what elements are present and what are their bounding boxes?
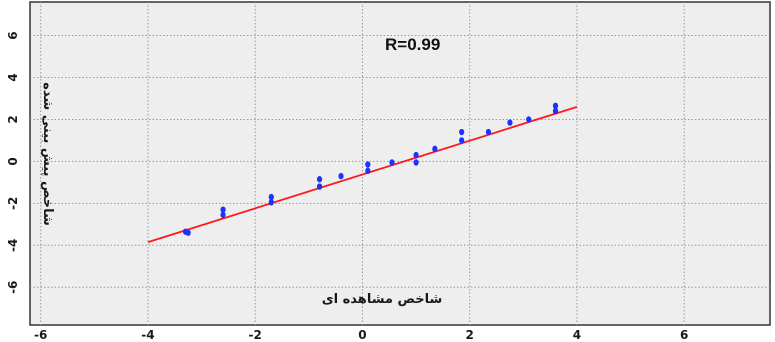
data-point <box>365 161 371 168</box>
y-tick-label: -6 <box>6 281 20 294</box>
x-tick-label: 4 <box>573 328 581 342</box>
data-point <box>526 116 532 123</box>
data-point <box>268 193 274 201</box>
y-tick-label: 2 <box>6 115 20 123</box>
x-tick-label: 0 <box>358 328 366 342</box>
data-point <box>459 128 465 136</box>
grid-lines <box>30 2 770 325</box>
data-point <box>552 102 559 110</box>
y-tick-label: -4 <box>6 239 20 252</box>
y-tick-label: 6 <box>6 31 20 39</box>
data-point <box>432 145 438 153</box>
data-point <box>316 176 323 183</box>
x-tick-label: -6 <box>34 328 47 342</box>
data-point <box>552 107 559 115</box>
data-point <box>459 137 465 144</box>
data-point <box>507 119 513 126</box>
y-tick-label: 0 <box>6 157 20 165</box>
y-tick-label: -2 <box>6 197 20 210</box>
data-point <box>316 183 323 190</box>
regression-line <box>147 106 578 244</box>
data-point <box>389 159 395 166</box>
data-point <box>413 151 419 159</box>
data-point <box>220 206 226 213</box>
data-point <box>185 229 191 236</box>
data-point <box>338 172 344 180</box>
data-point <box>365 167 371 175</box>
x-tick-label: 6 <box>680 328 688 342</box>
x-tick-label: 2 <box>466 328 474 342</box>
y-axis-label: شاخص پیش بینی شده <box>40 82 55 226</box>
data-point <box>268 199 274 206</box>
data-point <box>220 211 226 219</box>
correlation-annotation: R=0.99 <box>385 35 440 54</box>
data-point <box>413 159 419 166</box>
x-axis-label: شاخص مشاهده ای <box>322 292 443 307</box>
data-points <box>182 102 559 236</box>
x-tick-label: -2 <box>249 328 262 342</box>
y-tick-labels: -6 -4 -2 0 2 4 6 <box>6 31 20 294</box>
x-tick-label: -4 <box>141 328 154 342</box>
x-tick-labels: -6 -4 -2 0 2 4 6 <box>34 328 688 342</box>
data-point <box>485 128 492 136</box>
y-tick-label: 4 <box>6 73 20 81</box>
